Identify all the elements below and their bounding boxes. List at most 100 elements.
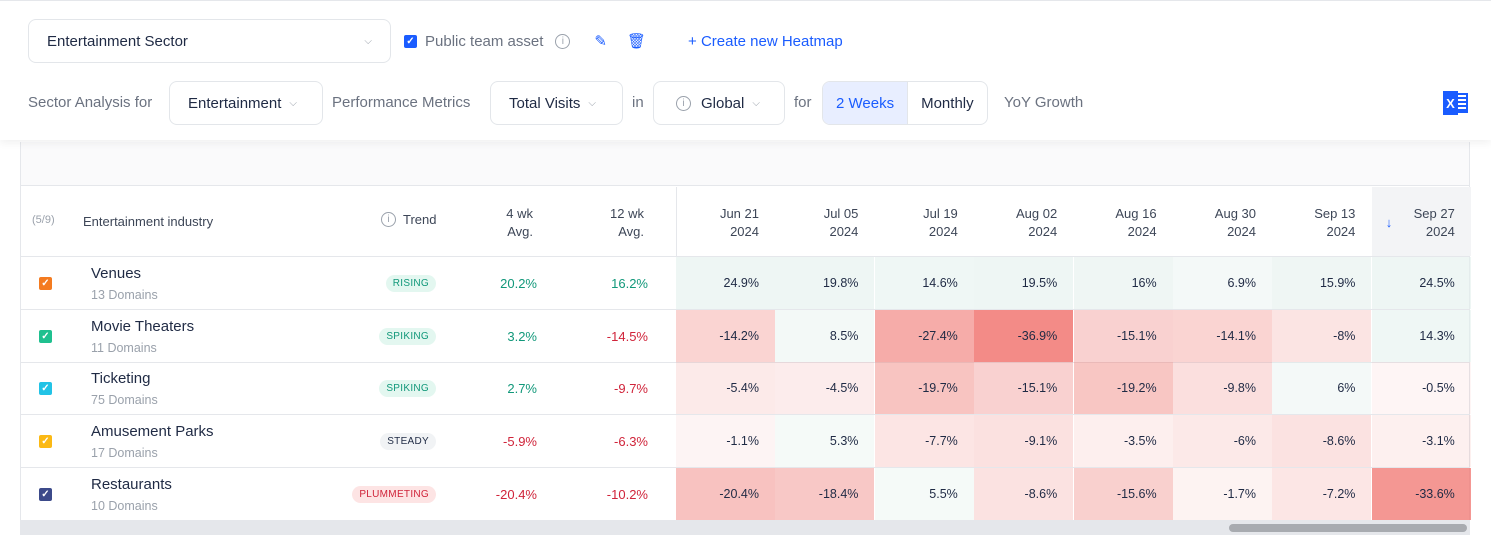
row-checkbox[interactable]: ✓	[39, 329, 52, 343]
heat-cell[interactable]: -8.6%	[1272, 415, 1372, 468]
excel-icon[interactable]: X	[1443, 91, 1468, 115]
chevron-down-icon: ⌵	[588, 97, 597, 109]
trend-badge: STEADY	[380, 433, 436, 451]
heat-cell[interactable]: 5.5%	[874, 467, 974, 520]
heat-cell[interactable]: -5.4%	[676, 362, 775, 415]
heat-cell[interactable]: -20.4%	[676, 467, 775, 520]
date-header[interactable]: ↓ Sep 27 2024	[1371, 187, 1471, 256]
row-checkbox[interactable]: ✓	[39, 277, 52, 290]
date-header-year: 2024	[928, 224, 958, 239]
heat-cell[interactable]: 6.9%	[1173, 257, 1272, 309]
heat-cell[interactable]: 14.3%	[1371, 309, 1471, 362]
scrollbar-thumb[interactable]	[1229, 524, 1467, 532]
heat-cell[interactable]: 19.5%	[974, 257, 1074, 309]
date-header[interactable]: Jun 21 2024	[676, 187, 775, 256]
heat-cell[interactable]: -3.1%	[1371, 415, 1471, 468]
heat-cell[interactable]: -18.4%	[775, 467, 875, 520]
heat-cell[interactable]: -14.2%	[676, 309, 775, 362]
info-icon: i	[676, 95, 691, 111]
heat-cell[interactable]: -0.5%	[1371, 362, 1471, 415]
heat-cell[interactable]: -4.5%	[775, 362, 875, 415]
period-monthly[interactable]: Monthly	[921, 94, 974, 112]
heat-cell[interactable]: -7.7%	[874, 415, 974, 468]
horizontal-scrollbar[interactable]	[21, 521, 1469, 535]
heat-cell[interactable]: -6%	[1173, 415, 1272, 468]
avg12-header[interactable]: 12 wk Avg.	[561, 187, 660, 256]
date-header[interactable]: Aug 02 2024	[974, 187, 1073, 256]
sector-value: Entertainment	[188, 94, 282, 112]
heat-cell[interactable]: -36.9%	[974, 309, 1074, 362]
info-icon[interactable]: i	[555, 33, 571, 49]
heat-cell[interactable]: 6%	[1272, 362, 1372, 415]
date-header-year: 2024	[829, 224, 859, 239]
table-row[interactable]: ✓ Amusement Parks 17 Domains STEADY -5.9…	[21, 415, 1471, 469]
date-header-year: 2024	[1227, 224, 1256, 239]
chevron-down-icon: ⌵	[752, 97, 760, 109]
avg4-value: 2.7%	[507, 381, 537, 397]
avg4-header-line1: 4 wk	[506, 206, 533, 221]
date-header[interactable]: Sep 13 2024	[1272, 187, 1371, 256]
date-header-year: 2024	[1326, 224, 1356, 239]
heat-cell[interactable]: -9.8%	[1173, 362, 1272, 415]
period-2-weeks[interactable]: 2 Weeks	[823, 82, 909, 124]
table-row[interactable]: ✓ Venues 13 Domains RISING 20.2% 16.2% 2…	[21, 257, 1471, 310]
heat-cell[interactable]: -1.7%	[1173, 467, 1272, 520]
heat-cell[interactable]: -9.1%	[974, 415, 1074, 468]
heat-cell[interactable]: 5.3%	[775, 415, 875, 468]
table-header: (5/9) Entertainment industry i Trend 4 wk…	[21, 187, 1471, 257]
avg4-value: -20.4%	[495, 486, 537, 502]
row-name: Movie Theaters	[91, 317, 195, 335]
heat-cell[interactable]: -19.2%	[1073, 362, 1173, 415]
metrics-select[interactable]: Total Visits ⌵	[490, 81, 623, 125]
industry-header[interactable]: Entertainment industry	[83, 214, 214, 229]
region-select[interactable]: i Global ⌵	[653, 81, 785, 125]
row-name: Ticketing	[91, 370, 151, 388]
heat-cell[interactable]: -15.1%	[974, 362, 1074, 415]
row-checkbox[interactable]: ✓	[39, 435, 52, 449]
date-header-year: 2024	[1028, 224, 1058, 239]
heat-cell[interactable]: -19.7%	[874, 362, 974, 415]
public-checkbox[interactable]: ✓	[404, 34, 417, 48]
heat-cell[interactable]: -8%	[1272, 309, 1372, 362]
selected-count: (5/9)	[32, 214, 55, 226]
heat-cell[interactable]: 24.5%	[1371, 257, 1471, 309]
date-header-year: 2024	[1127, 224, 1157, 239]
heat-cell[interactable]: 15.9%	[1272, 257, 1372, 309]
sector-select[interactable]: Entertainment ⌵	[169, 81, 323, 125]
heat-cell[interactable]: 19.8%	[775, 257, 875, 309]
heat-cell[interactable]: 8.5%	[775, 309, 875, 362]
table-row[interactable]: ✓ Movie Theaters 11 Domains SPIKING 3.2%…	[21, 309, 1471, 363]
heat-cell[interactable]: -15.1%	[1073, 309, 1173, 362]
heat-cell[interactable]: 24.9%	[676, 257, 775, 309]
avg12-value: -9.7%	[614, 381, 648, 397]
avg4-header[interactable]: 4 wk Avg.	[450, 187, 549, 256]
trend-badge: PLUMMETING	[352, 485, 436, 503]
trend-header[interactable]: Trend	[403, 212, 437, 227]
heat-cell[interactable]: 14.6%	[874, 257, 974, 309]
sort-desc-icon[interactable]: ↓	[1385, 215, 1393, 230]
heatmap-select[interactable]: Entertainment Sector ⌵	[28, 19, 391, 63]
heat-cell[interactable]: -1.1%	[676, 415, 775, 468]
heat-cell[interactable]: -8.6%	[974, 467, 1074, 520]
heat-cell[interactable]: -3.5%	[1073, 415, 1173, 468]
table-row[interactable]: ✓ Ticketing 75 Domains SPIKING 2.7% -9.7…	[21, 362, 1471, 416]
heat-cell[interactable]: -15.6%	[1073, 467, 1173, 520]
date-header[interactable]: Jul 05 2024	[775, 187, 874, 256]
info-icon[interactable]: i	[381, 212, 396, 227]
row-checkbox[interactable]: ✓	[39, 487, 52, 501]
date-header[interactable]: Jul 19 2024	[875, 187, 974, 256]
row-checkbox[interactable]: ✓	[39, 382, 52, 396]
heat-cell[interactable]: 16%	[1073, 257, 1173, 309]
heat-cell[interactable]: -7.2%	[1272, 467, 1372, 520]
heat-cell[interactable]: -14.1%	[1173, 309, 1272, 362]
table-row[interactable]: ✓ Restaurants 10 Domains PLUMMETING -20.…	[21, 467, 1471, 521]
heat-cell[interactable]: -33.6%	[1371, 467, 1471, 520]
metrics-value: Total Visits	[509, 94, 581, 112]
edit-icon[interactable]: ✎	[594, 33, 607, 50]
heat-cell[interactable]: -27.4%	[874, 309, 974, 362]
create-heatmap-link[interactable]: + Create new Heatmap	[688, 32, 843, 50]
date-header[interactable]: Aug 16 2024	[1074, 187, 1173, 256]
date-header[interactable]: Aug 30 2024	[1173, 187, 1272, 256]
trash-icon[interactable]: 🗑	[626, 33, 647, 50]
date-header-month: Sep 27	[1413, 206, 1455, 221]
